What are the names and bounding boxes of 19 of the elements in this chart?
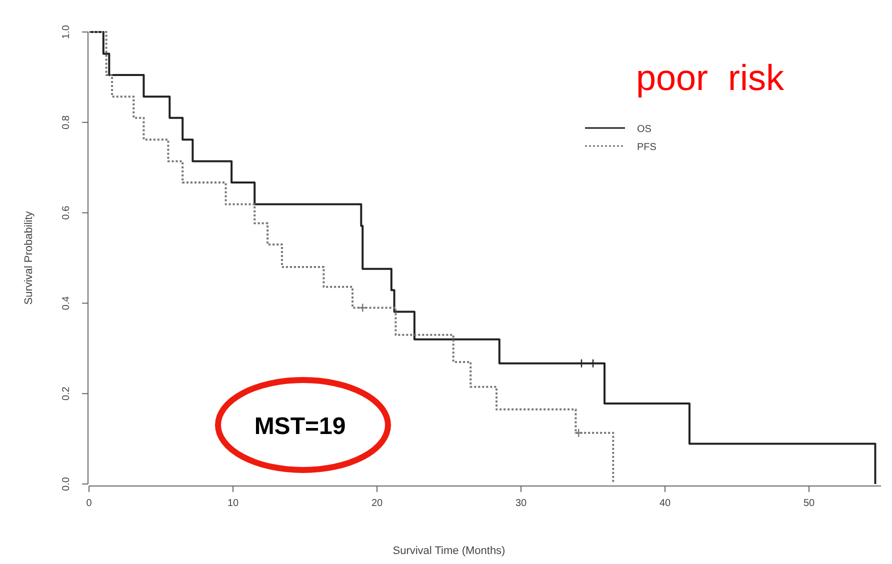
y-tick-label: 0.4	[61, 296, 72, 310]
x-tick-label: 0	[86, 498, 92, 509]
x-axis-title: Survival Time (Months)	[392, 545, 506, 557]
legend-label: OS	[637, 124, 652, 135]
annotation: poor risk	[636, 57, 786, 98]
y-tick-label: 0.6	[61, 205, 72, 220]
x-tick-label: 50	[803, 498, 815, 509]
legend-label: PFS	[637, 142, 657, 153]
annotation: MST=19	[254, 413, 346, 440]
point	[574, 428, 584, 438]
y-tick-label: 1.0	[61, 24, 72, 39]
x-tick-label: 20	[371, 498, 383, 509]
y-axis-title: Survival Probability	[23, 210, 35, 305]
x-tick-label: 30	[515, 498, 527, 509]
x-tick-label: 40	[659, 498, 671, 509]
y-tick-label: 0.8	[61, 115, 72, 130]
y-tick-label: 0.2	[61, 386, 72, 401]
x-tick-label: 10	[227, 498, 239, 509]
y-tick-label: 0.0	[61, 476, 72, 491]
